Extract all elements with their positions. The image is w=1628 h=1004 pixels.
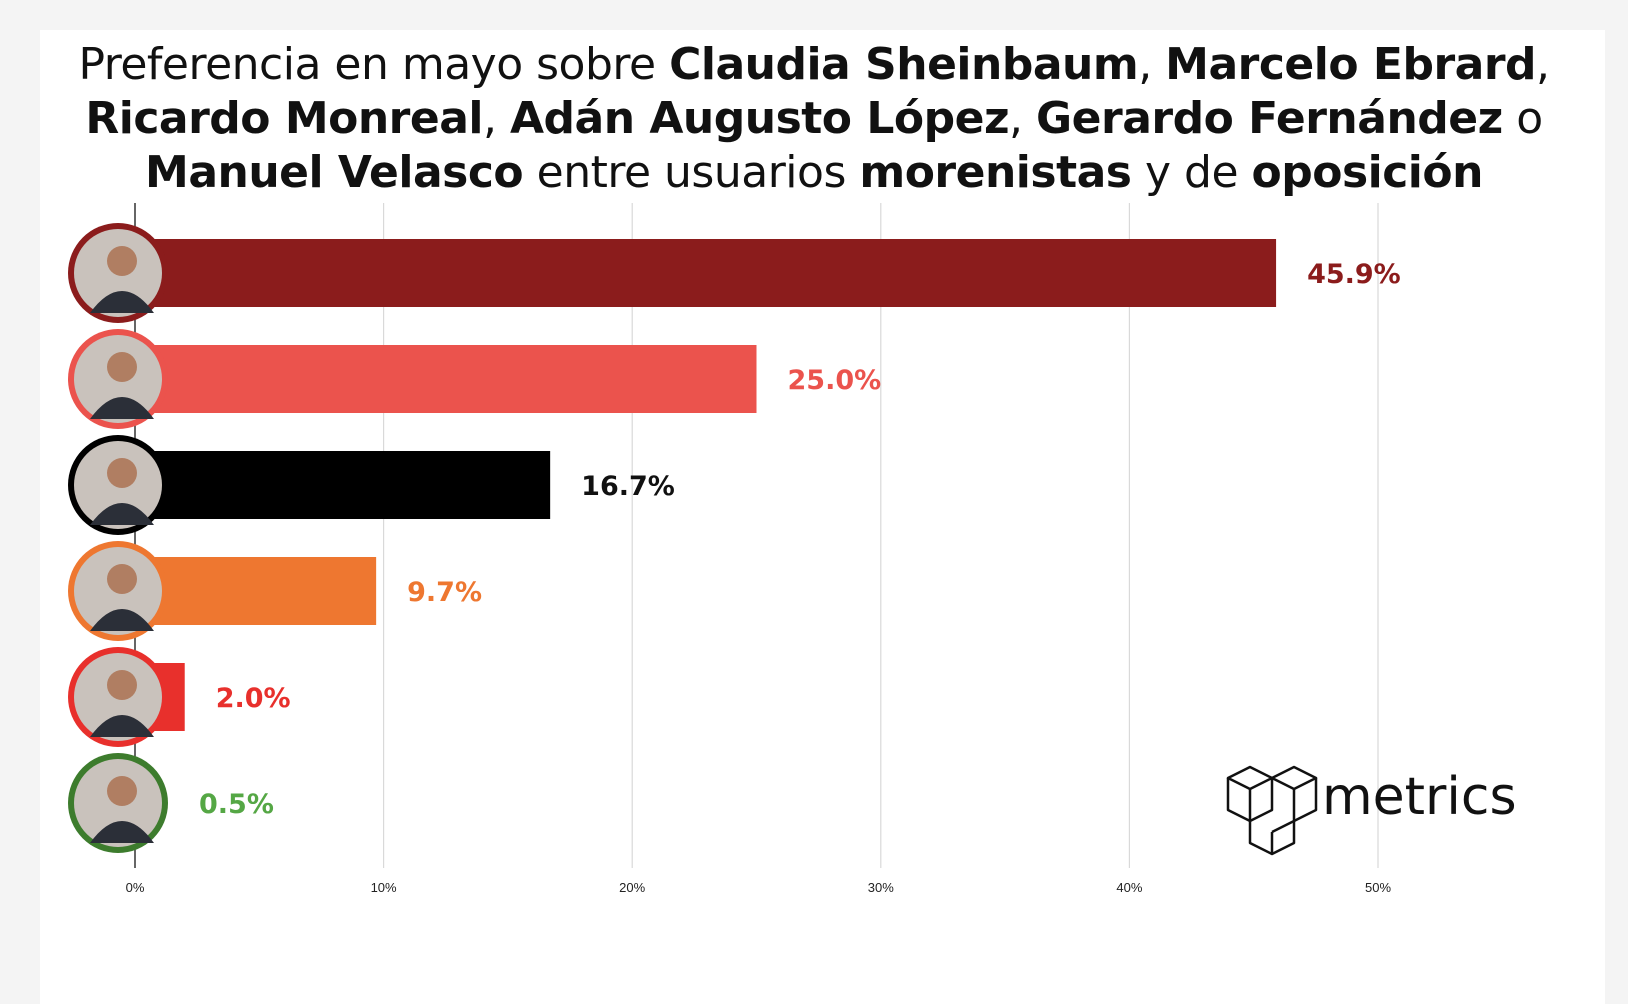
x-tick-label: 20%: [619, 880, 645, 895]
bar: [135, 451, 551, 519]
title-bold-part: Gerardo Fernández: [1036, 93, 1503, 144]
bar: [135, 557, 377, 625]
chart-title: Preferencia en mayo sobre Claudia Sheinb…: [0, 38, 1628, 200]
x-tick-label: 0%: [126, 880, 145, 895]
bar: [135, 345, 757, 413]
x-tick-label: 40%: [1116, 880, 1142, 895]
person-avatar-icon: [68, 435, 168, 535]
avatar-head: [107, 246, 137, 276]
value-label: 25.0%: [788, 365, 882, 396]
value-label: 9.7%: [407, 577, 482, 608]
value-label: 45.9%: [1307, 259, 1401, 290]
bars: [135, 239, 1277, 837]
avatar-shoulders: [90, 397, 154, 419]
x-tick-label: 10%: [371, 880, 397, 895]
avatar-head: [107, 776, 137, 806]
person-avatar-icon: [68, 541, 168, 641]
title-bold-part: Marcelo Ebrard: [1165, 39, 1537, 90]
avatars: [68, 223, 168, 853]
value-label: 2.0%: [216, 683, 291, 714]
person-avatar-icon: [68, 223, 168, 323]
metrics-logo: metrics: [1226, 765, 1517, 856]
x-tick-label: 30%: [868, 880, 894, 895]
avatar-shoulders: [90, 609, 154, 631]
person-avatar-icon: [68, 647, 168, 747]
avatar-shoulders: [90, 503, 154, 525]
title-bold-part: morenistas: [859, 147, 1132, 198]
avatar-head: [107, 564, 137, 594]
title-part: o: [1502, 93, 1543, 144]
person-avatar-icon: [68, 753, 168, 853]
title-bold-part: oposición: [1251, 147, 1484, 198]
avatar-shoulders: [90, 821, 154, 843]
value-labels: 45.9% 25.0% 16.7% 9.7% 2.0% 0.5%: [199, 259, 1401, 820]
title-part: y de: [1131, 147, 1252, 198]
title-bold-part: Claudia Sheinbaum: [669, 39, 1139, 90]
title-bold-part: Adán Augusto López: [509, 93, 1010, 144]
title-bold-part: Ricardo Monreal: [85, 93, 483, 144]
value-label: 0.5%: [199, 789, 274, 820]
title-part: ,: [1536, 39, 1550, 90]
title-part: Preferencia en mayo sobre: [78, 39, 670, 90]
avatar-head: [107, 458, 137, 488]
avatar-head: [107, 670, 137, 700]
title-bold-part: Manuel Velasco: [145, 147, 524, 198]
cube-logo-icon: [1226, 765, 1318, 856]
title-part: ,: [483, 93, 510, 144]
avatar-shoulders: [90, 291, 154, 313]
x-tick-labels: 0% 10% 20% 30% 40% 50%: [126, 880, 1392, 895]
avatar-shoulders: [90, 715, 154, 737]
x-tick-label: 50%: [1365, 880, 1391, 895]
person-avatar-icon: [68, 329, 168, 429]
value-label: 16.7%: [581, 471, 675, 502]
title-part: ,: [1009, 93, 1037, 144]
title-part: ,: [1138, 39, 1166, 90]
avatar-head: [107, 352, 137, 382]
logo-text: metrics: [1322, 767, 1517, 827]
bar: [135, 239, 1277, 307]
title-part: entre usuarios: [523, 147, 860, 198]
